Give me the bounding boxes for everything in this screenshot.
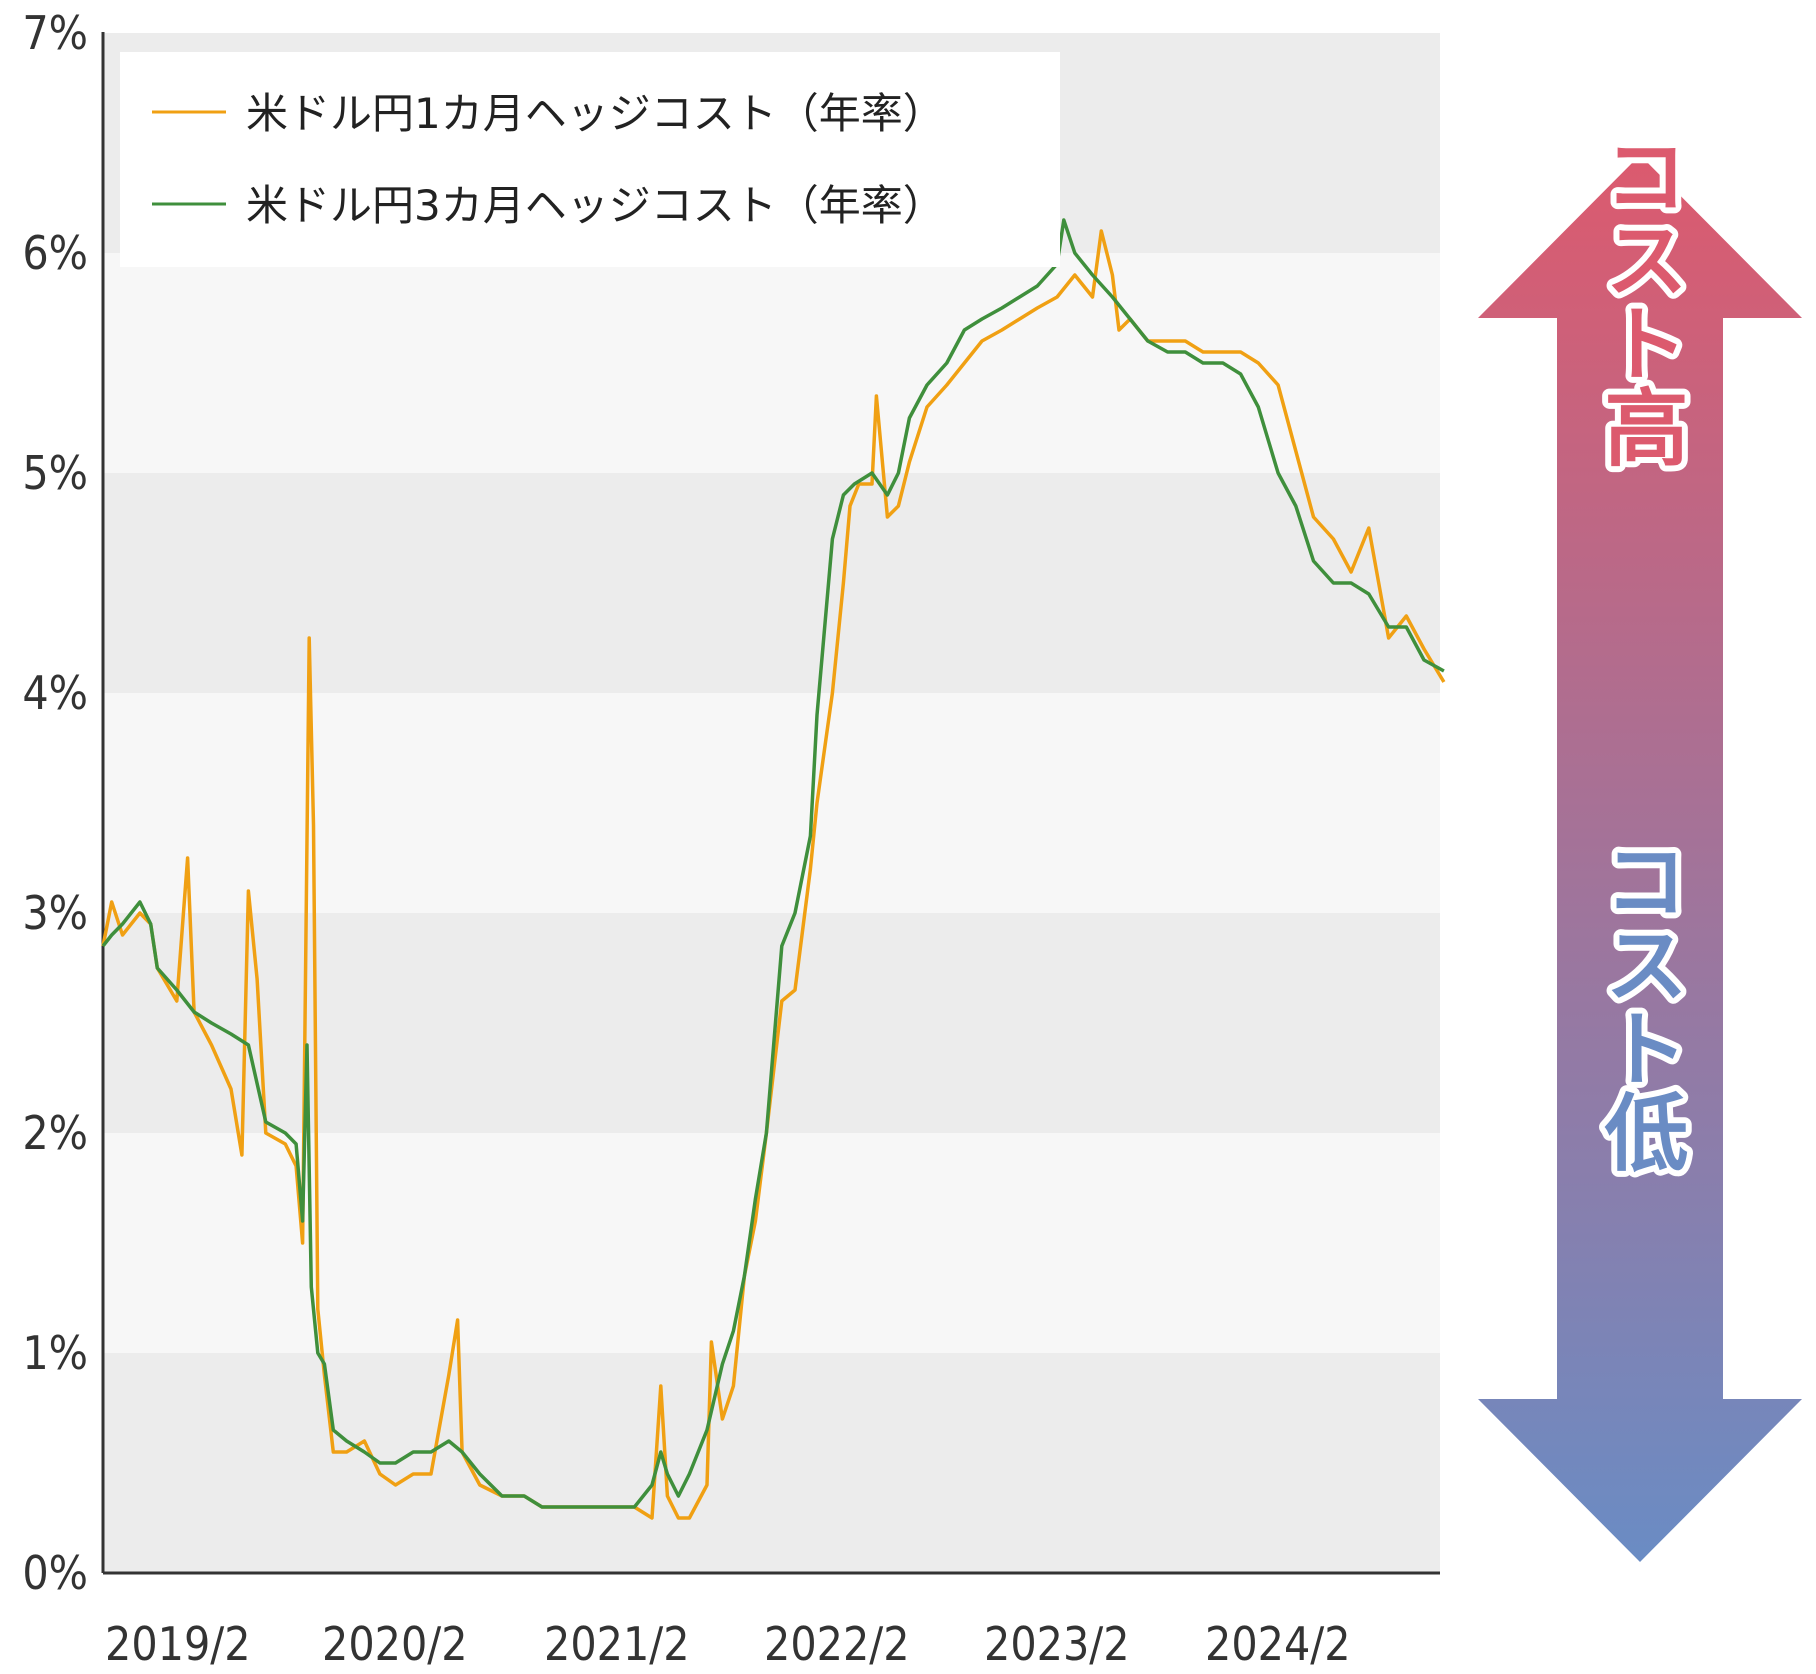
y-tick-label: 5% xyxy=(22,446,88,500)
series-line-3m xyxy=(101,218,1445,1509)
cost-arrow: コスト高 コスト低 xyxy=(1478,126,1802,1562)
x-tick-label: 2022/2 xyxy=(764,1617,910,1671)
y-tick-label: 0% xyxy=(22,1546,88,1600)
cost-low-label: コスト低 xyxy=(1591,837,1689,1173)
cost-arrow-shape xyxy=(1478,155,1802,1562)
grid-band xyxy=(103,473,1440,693)
y-tick-label: 2% xyxy=(22,1106,88,1160)
legend-label-1m: 米ドル円1カ月ヘッジコスト（年率） xyxy=(246,89,945,138)
x-tick-label: 2021/2 xyxy=(544,1617,690,1671)
x-tick-labels: 2019/2 2020/2 2021/2 2022/2 2023/2 2024/2 xyxy=(105,1617,1351,1671)
grid-band xyxy=(103,693,1440,913)
y-tick-label: 7% xyxy=(22,6,88,60)
y-tick-label: 6% xyxy=(22,226,88,280)
y-tick-label: 1% xyxy=(22,1326,88,1380)
x-tick-label: 2019/2 xyxy=(105,1617,251,1671)
grid-band xyxy=(103,1353,1440,1573)
cost-high-label: コスト高 xyxy=(1591,132,1689,468)
grid-band xyxy=(103,1133,1440,1353)
legend-label-3m: 米ドル円3カ月ヘッジコスト（年率） xyxy=(246,181,945,230)
series-layer xyxy=(101,218,1446,1520)
x-tick-label: 2020/2 xyxy=(322,1617,468,1671)
y-tick-label: 3% xyxy=(22,886,88,940)
x-tick-label: 2024/2 xyxy=(1205,1617,1351,1671)
legend-box xyxy=(120,52,1060,267)
y-tick-labels: 0% 1% 2% 3% 4% 5% 6% 7% xyxy=(22,6,88,1600)
grid-band xyxy=(103,253,1440,473)
x-tick-label: 2023/2 xyxy=(984,1617,1130,1671)
legend: 米ドル円1カ月ヘッジコスト（年率） 米ドル円3カ月ヘッジコスト（年率） xyxy=(120,52,1060,267)
y-tick-label: 4% xyxy=(22,666,88,720)
